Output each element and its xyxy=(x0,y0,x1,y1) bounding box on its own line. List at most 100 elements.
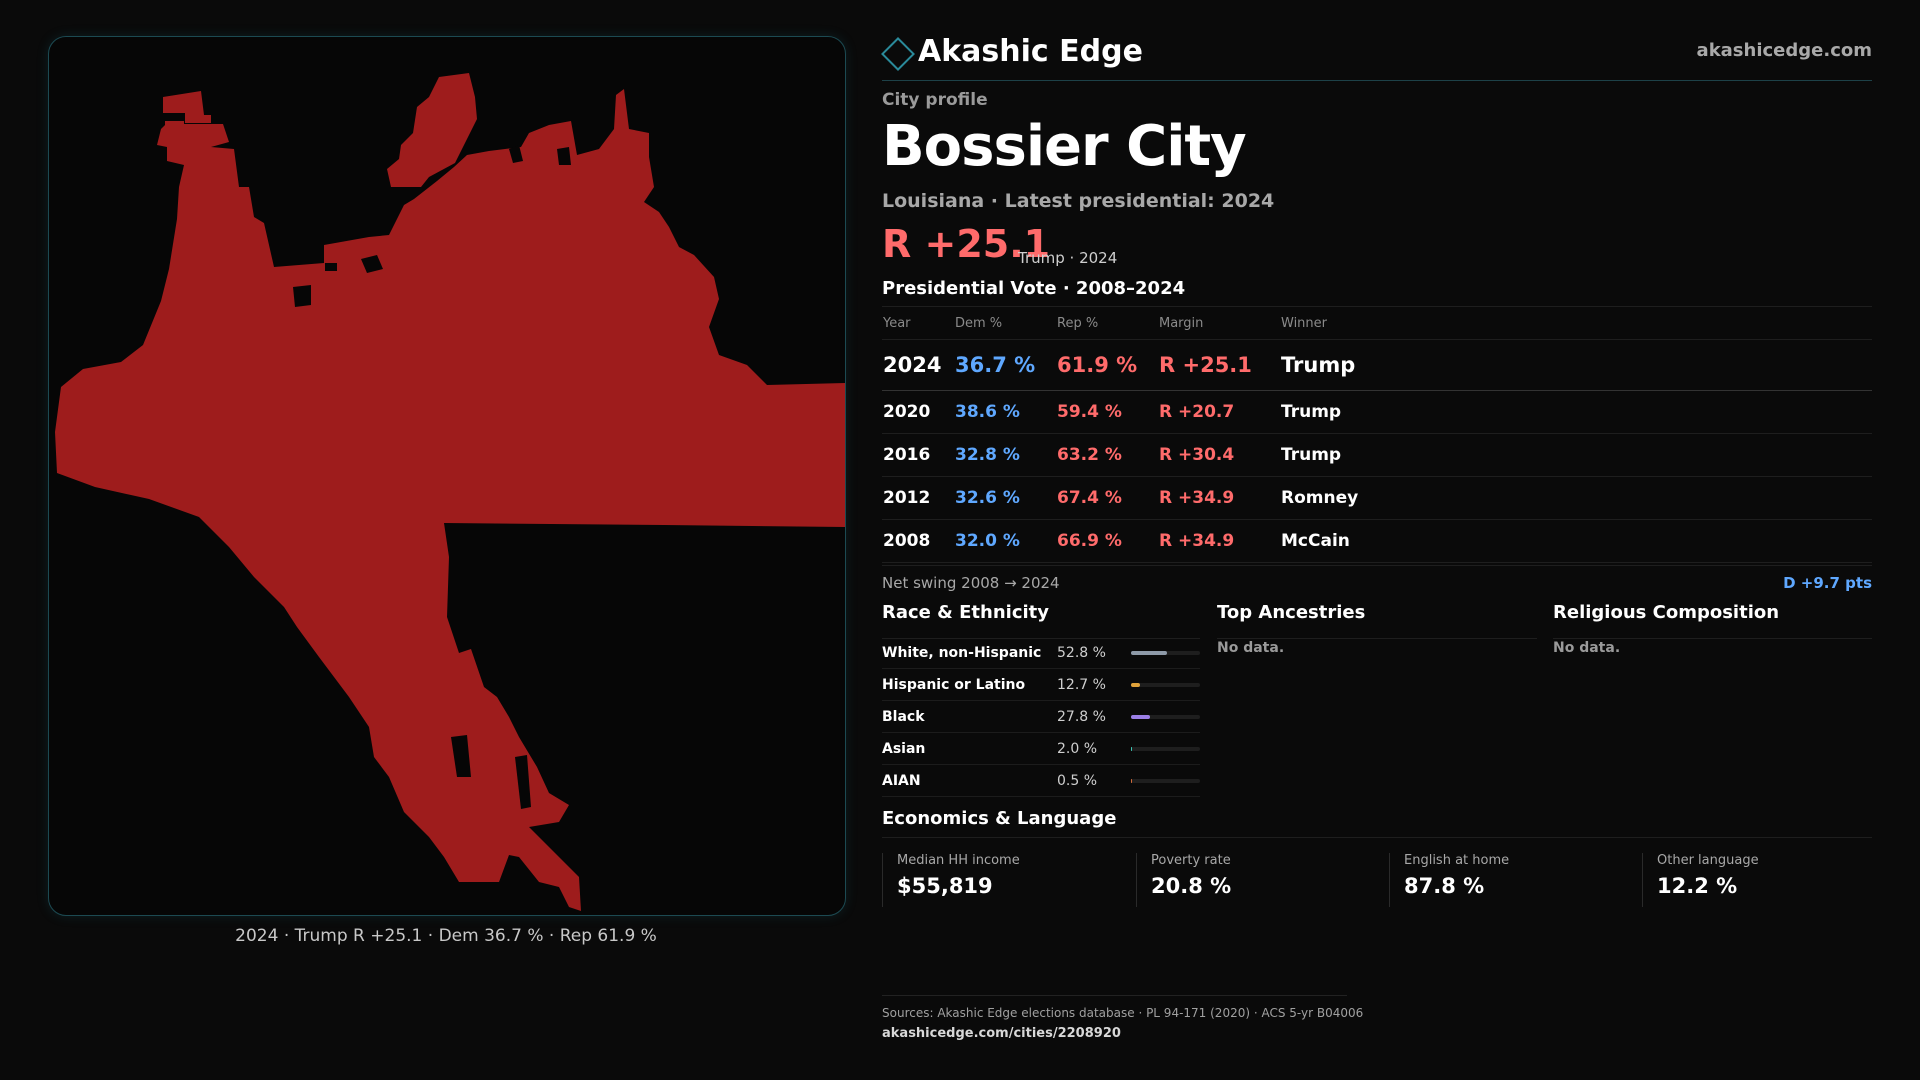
religion-empty: No data. xyxy=(1553,640,1621,656)
ancestry-section-title: Top Ancestries xyxy=(1217,602,1366,623)
list-item: White, non-Hispanic 52.8 % xyxy=(882,637,1200,669)
stat-value: 87.8 % xyxy=(1404,874,1485,898)
col-header-margin: Margin xyxy=(1158,306,1280,340)
list-item: Black 27.8 % xyxy=(882,701,1200,733)
table-row: 2016 32.8 % 63.2 % R +30.4 Trump xyxy=(882,433,1872,477)
city-boundary-map xyxy=(48,36,846,916)
race-bar xyxy=(1131,779,1200,783)
cell-winner: Trump xyxy=(1280,339,1872,391)
latest-margin: R +25.1 xyxy=(882,222,1051,266)
list-item: AIAN 0.5 % xyxy=(882,765,1200,797)
net-swing-value: D +9.7 pts xyxy=(1783,574,1872,592)
race-bar xyxy=(1131,651,1200,655)
table-row: 2012 32.6 % 67.4 % R +34.9 Romney xyxy=(882,476,1872,520)
cell-winner: Trump xyxy=(1280,433,1872,477)
race-label: White, non-Hispanic xyxy=(882,645,1042,661)
econ-section-title: Economics & Language xyxy=(882,808,1117,829)
divider xyxy=(882,837,1872,838)
cell-dem: 38.6 % xyxy=(954,390,1056,434)
col-header-rep: Rep % xyxy=(1056,306,1158,340)
col-header-year: Year xyxy=(882,306,954,340)
page-subtitle: Louisiana · Latest presidential: 2024 xyxy=(882,190,1275,212)
vote-table: Year Dem % Rep % Margin Winner 2024 36.7… xyxy=(882,306,1872,563)
race-bar-fill xyxy=(1131,747,1133,751)
divider xyxy=(882,995,1347,996)
cell-dem: 36.7 % xyxy=(954,339,1056,391)
cell-winner: Trump xyxy=(1280,390,1872,434)
race-value: 27.8 % xyxy=(1057,709,1106,725)
vote-table-header: Year Dem % Rep % Margin Winner xyxy=(882,306,1872,340)
cell-rep: 61.9 % xyxy=(1056,339,1158,391)
city-boundary-shape xyxy=(55,73,845,911)
cell-dem: 32.6 % xyxy=(954,476,1056,520)
race-bar-fill xyxy=(1131,715,1151,719)
race-bar xyxy=(1131,683,1200,687)
cell-margin: R +25.1 xyxy=(1158,339,1280,391)
cell-winner: McCain xyxy=(1280,519,1872,563)
cell-rep: 63.2 % xyxy=(1056,433,1158,477)
cell-winner: Romney xyxy=(1280,476,1872,520)
stat-value: 12.2 % xyxy=(1657,874,1738,898)
cell-year: 2024 xyxy=(882,339,954,391)
race-value: 2.0 % xyxy=(1057,741,1098,757)
cell-dem: 32.8 % xyxy=(954,433,1056,477)
race-bar-fill xyxy=(1131,779,1133,783)
col-header-dem: Dem % xyxy=(954,306,1056,340)
stat-value: 20.8 % xyxy=(1151,874,1232,898)
religion-section-title: Religious Composition xyxy=(1553,602,1780,623)
table-row: 2020 38.6 % 59.4 % R +20.7 Trump xyxy=(882,390,1872,434)
brand-name: Akashic Edge xyxy=(918,34,1143,69)
race-bar xyxy=(1131,747,1200,751)
religion-section-header: Religious Composition xyxy=(1553,602,1872,639)
race-bar-fill xyxy=(1131,683,1140,687)
cell-margin: R +20.7 xyxy=(1158,390,1280,434)
stat-label: Other language xyxy=(1657,853,1759,868)
stat-english-at-home: English at home 87.8 % xyxy=(1389,853,1634,907)
sources-note: Sources: Akashic Edge elections database… xyxy=(882,1006,1364,1020)
cell-rep: 59.4 % xyxy=(1056,390,1158,434)
diamond-icon xyxy=(881,37,915,71)
profile-panel: Akashic Edge akashicedge.com City profil… xyxy=(881,0,1872,1080)
net-swing-label: Net swing 2008 → 2024 xyxy=(882,574,1060,592)
race-label: AIAN xyxy=(882,773,921,789)
page-title: Bossier City xyxy=(882,114,1247,179)
race-bar xyxy=(1131,715,1200,719)
ancestry-empty: No data. xyxy=(1217,640,1285,656)
cell-year: 2016 xyxy=(882,433,954,477)
race-list: White, non-Hispanic 52.8 % Hispanic or L… xyxy=(882,637,1200,797)
cell-margin: R +34.9 xyxy=(1158,476,1280,520)
cell-rep: 66.9 % xyxy=(1056,519,1158,563)
list-item: Asian 2.0 % xyxy=(882,733,1200,765)
stat-poverty-rate: Poverty rate 20.8 % xyxy=(1136,853,1381,907)
page-eyebrow: City profile xyxy=(882,90,988,110)
race-section-header: Race & Ethnicity xyxy=(882,602,1200,639)
stat-value: $55,819 xyxy=(897,874,993,898)
cell-margin: R +30.4 xyxy=(1158,433,1280,477)
cell-margin: R +34.9 xyxy=(1158,519,1280,563)
cell-rep: 67.4 % xyxy=(1056,476,1158,520)
stat-label: Poverty rate xyxy=(1151,853,1231,868)
cell-year: 2012 xyxy=(882,476,954,520)
race-section-title: Race & Ethnicity xyxy=(882,602,1049,623)
ancestry-section-header: Top Ancestries xyxy=(1217,602,1537,639)
table-row: 2024 36.7 % 61.9 % R +25.1 Trump xyxy=(882,339,1872,391)
latest-margin-sub: Trump · 2024 xyxy=(1018,249,1118,267)
race-value: 0.5 % xyxy=(1057,773,1098,789)
vote-section-title: Presidential Vote · 2008–2024 xyxy=(882,278,1186,299)
brand-url-link[interactable]: akashicedge.com xyxy=(1696,40,1872,61)
race-label: Black xyxy=(882,709,925,725)
map-caption: 2024 · Trump R +25.1 · Dem 36.7 % · Rep … xyxy=(235,926,657,946)
page-url-link[interactable]: akashicedge.com/cities/2208920 xyxy=(882,1026,1121,1041)
cell-dem: 32.0 % xyxy=(954,519,1056,563)
stat-median-income: Median HH income $55,819 xyxy=(882,853,1127,907)
race-label: Hispanic or Latino xyxy=(882,677,1026,693)
race-bar-fill xyxy=(1131,651,1168,655)
table-row: 2008 32.0 % 66.9 % R +34.9 McCain xyxy=(882,519,1872,563)
stat-other-language: Other language 12.2 % xyxy=(1642,853,1872,907)
list-item: Hispanic or Latino 12.7 % xyxy=(882,669,1200,701)
net-swing-row: Net swing 2008 → 2024 D +9.7 pts xyxy=(882,565,1872,596)
stat-label: English at home xyxy=(1404,853,1510,868)
col-header-winner: Winner xyxy=(1280,306,1872,340)
race-value: 12.7 % xyxy=(1057,677,1106,693)
brand-header: Akashic Edge akashicedge.com xyxy=(881,34,1872,81)
